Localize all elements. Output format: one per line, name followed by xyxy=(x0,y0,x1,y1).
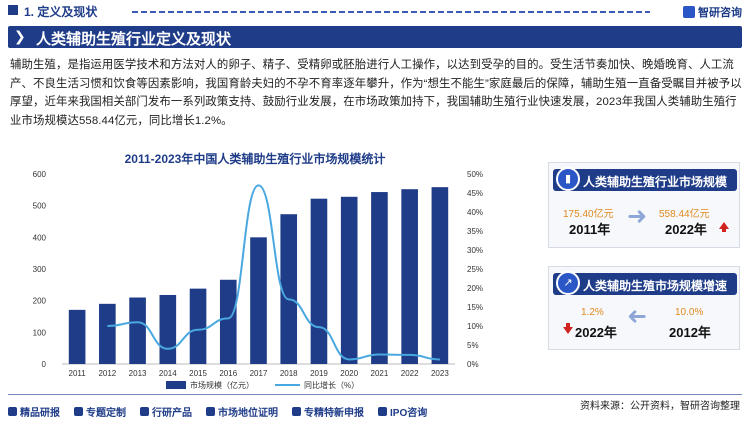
chart-bar xyxy=(340,196,358,364)
x-tick-label: 2019 xyxy=(310,369,328,378)
section-marker-icon xyxy=(8,5,18,15)
dashed-divider xyxy=(132,11,650,13)
intro-paragraph: 辅助生殖，是指运用医学技术和方法对人的卵子、精子、受精卵或胚胎进行人工操作，以达… xyxy=(10,59,742,127)
footer-divider xyxy=(8,394,742,395)
growth-to-year: 2022年 xyxy=(575,325,617,340)
chart-panel: 2011-2023年中国人类辅助生殖行业市场规模统计 0 100 200 300 400… xyxy=(0,142,510,404)
y-right-tick-label: 20% xyxy=(467,284,483,293)
double-chevron-icon: ❯ xyxy=(14,28,26,44)
growth-rate-card-title: 人类辅助生殖市场规模增速 xyxy=(583,279,728,293)
chart-bar xyxy=(250,237,267,364)
growth-to-value: 1.2% xyxy=(581,307,604,318)
arrow-right-icon: ➜ xyxy=(627,203,648,230)
x-tick-label: 2023 xyxy=(431,369,449,378)
custom-icon xyxy=(74,407,83,416)
page-title: 人类辅助生殖行业定义及现状 xyxy=(36,31,232,48)
x-tick-label: 2016 xyxy=(219,369,237,378)
growth-line xyxy=(107,184,440,361)
growth-rate-card-header: ↗ 人类辅助生殖市场规模增速 xyxy=(553,271,737,295)
chart-bar xyxy=(159,294,177,364)
y-right-tick-label: 10% xyxy=(467,322,483,331)
y-right-tick-label: 40% xyxy=(467,208,483,217)
x-tick-label: 2020 xyxy=(340,369,358,378)
x-tick-label: 2013 xyxy=(129,369,147,378)
footer-item[interactable]: 专题定制 xyxy=(74,404,126,419)
application-icon xyxy=(292,407,301,416)
x-tick-label: 2022 xyxy=(401,369,419,378)
market-size-card: ▮ 人类辅助生殖行业市场规模 175.40亿元 2011年 ➜ 558.44亿元… xyxy=(548,162,740,248)
brand-logo-icon xyxy=(683,6,695,18)
chart-bar xyxy=(68,309,86,364)
product-icon xyxy=(140,407,149,416)
footer-item[interactable]: IPO咨询 xyxy=(378,404,427,419)
arrow-left-icon: ➜ xyxy=(627,303,648,330)
y-left-tick-label: 100 xyxy=(33,328,47,337)
y-right-tick-label: 25% xyxy=(467,265,483,274)
chart-bar xyxy=(280,214,298,364)
market-size-from-value: 175.40亿元 xyxy=(563,209,614,220)
x-tick-label: 2011 xyxy=(69,369,87,378)
y-left-tick-label: 600 xyxy=(33,170,47,179)
legend-bar-label: 市场规模（亿元） xyxy=(190,380,254,390)
growth-from-value: 10.0% xyxy=(675,307,704,318)
ipo-icon xyxy=(378,407,387,416)
y-right-tick-label: 0% xyxy=(467,360,479,369)
y-left-tick-label: 300 xyxy=(33,265,47,274)
market-size-to-value: 558.44亿元 xyxy=(659,209,710,220)
y-left-tick-label: 400 xyxy=(33,233,47,242)
data-source: 资料来源：公开资料，智研咨询整理 xyxy=(580,401,740,412)
arrow-down-icon xyxy=(563,323,573,334)
y-right-tick-label: 5% xyxy=(467,341,479,350)
x-tick-label: 2021 xyxy=(371,369,389,378)
title-banner: ❯ 人类辅助生殖行业定义及现状 xyxy=(8,26,742,48)
y-left-tick-label: 500 xyxy=(33,202,47,211)
market-size-card-title: 人类辅助生殖行业市场规模 xyxy=(583,175,728,189)
market-size-chart: 0 100 200 300 400 500 600 0% 5% 10% 15% 20% 25% 30% 35… xyxy=(33,170,483,390)
chart-bar-icon: ▮ xyxy=(556,167,580,191)
y-right-tick-label: 30% xyxy=(467,246,483,255)
chart-bar xyxy=(310,198,328,364)
y-right-tick-label: 35% xyxy=(467,227,483,236)
x-tick-label: 2015 xyxy=(189,369,207,378)
y-right-tick-label: 45% xyxy=(467,189,483,198)
top-bar: 1. 定义及现状 智研咨询 xyxy=(0,0,750,22)
brand-logo-text: 智研咨询 xyxy=(698,7,742,19)
chart-bar xyxy=(129,297,146,364)
legend-bar-swatch xyxy=(166,381,186,389)
y-left-tick-label: 200 xyxy=(33,297,47,306)
brand-logo[interactable]: 智研咨询 xyxy=(683,4,742,20)
x-tick-label: 2014 xyxy=(159,369,177,378)
market-size-from-year: 2011年 xyxy=(569,222,611,237)
chart-bar xyxy=(431,187,449,364)
y-right-tick-label: 15% xyxy=(467,303,483,312)
arrow-up-icon xyxy=(719,222,729,232)
chart-bar xyxy=(189,288,207,364)
chart-bar xyxy=(401,189,418,364)
growth-from-year: 2012年 xyxy=(669,325,711,340)
footer-item[interactable]: 专精特新申报 xyxy=(292,404,364,419)
x-tick-label: 2018 xyxy=(280,369,298,378)
chart-bar xyxy=(371,192,388,364)
trend-chart-icon: ↗ xyxy=(556,271,580,295)
section-label: 1. 定义及现状 xyxy=(24,5,98,19)
legend-line-label: 同比增长（%） xyxy=(304,380,359,390)
growth-rate-card: ↗ 人类辅助生殖市场规模增速 1.2% 2022年 ➜ 10.0% 2012年 xyxy=(548,266,740,350)
chart-bar xyxy=(219,279,237,364)
footer-item[interactable]: 市场地位证明 xyxy=(206,404,278,419)
market-size-to-year: 2022年 xyxy=(665,222,707,237)
x-tick-label: 2017 xyxy=(250,369,268,378)
chart-bar xyxy=(99,303,116,364)
footer-item[interactable]: 精品研报 xyxy=(8,404,60,419)
x-tick-label: 2012 xyxy=(98,369,116,378)
report-icon xyxy=(8,407,17,416)
certificate-icon xyxy=(206,407,215,416)
chart-title: 2011-2023年中国人类辅助生殖行业市场规模统计 xyxy=(124,152,386,166)
y-left-tick-label: 0 xyxy=(42,360,47,369)
footer-nav: 精品研报 专题定制 行研产品 市场地位证明 专精特新申报 IPO咨询 xyxy=(8,404,427,419)
footer-item[interactable]: 行研产品 xyxy=(140,404,192,419)
y-right-tick-label: 50% xyxy=(467,170,483,179)
market-size-card-header: ▮ 人类辅助生殖行业市场规模 xyxy=(553,167,737,191)
